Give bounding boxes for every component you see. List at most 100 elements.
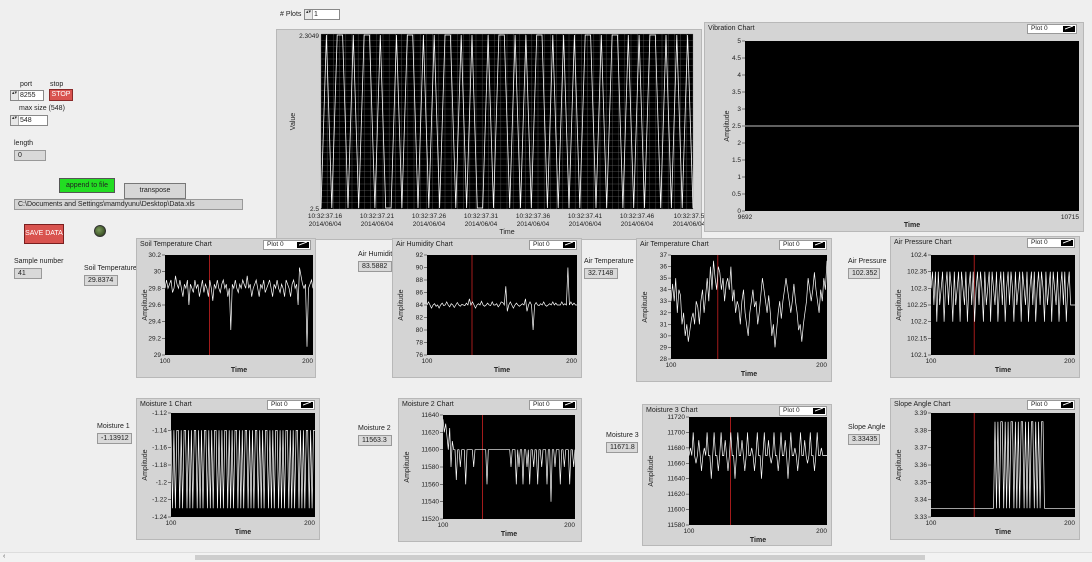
transpose-button[interactable]: transpose [124,183,186,199]
x-tick-label: 100 [160,358,171,365]
airtemp-plot-legend[interactable]: Plot 0 [779,240,827,250]
plot-style-icon[interactable] [813,242,825,248]
y-tick-label: -1.18 [152,462,167,469]
moist3-plot-area [689,417,827,525]
y-tick-label: 30.2 [148,252,161,259]
slope-chart-svg: 3.33 3.34 3.35 3.36 3.37 3.38 3.39 100 200 Time Am… [896,410,1075,536]
main-y-axis-label: Value [290,113,297,130]
moist3-chart-title: Moisture 3 Chart [646,407,698,414]
air-temperature-chart-panel: Air Temperature Chart Plot 0 28 29 30 31 32 33 3… [636,238,832,382]
humidity-y-axis-label: Amplitude [398,289,405,320]
y-tick-label: 30 [154,269,162,276]
main-x-tick-date: 2014/06/04 [309,221,342,228]
plots-value: 1 [314,11,318,18]
humidity-x-axis-label: Time [494,367,510,374]
y-tick-label: 11600 [667,507,685,514]
soil-temperature-chart-panel: Soil Temperature Chart Plot 0 29 29.2 29.4 29… [136,238,316,378]
plot-style-icon[interactable] [813,408,825,414]
airtemp-y-axis-label: Amplitude [642,291,649,322]
plot-style-icon[interactable] [301,402,313,408]
airtemp-chart-title: Air Temperature Chart [640,241,709,248]
plots-control[interactable]: ▴▾ 1 [304,9,340,20]
moist2-series-line [442,419,576,502]
y-tick-label: 11520 [421,516,439,523]
horizontal-scrollbar[interactable]: ‹ [0,552,1092,562]
save-data-button[interactable]: SAVE DATA [24,224,64,244]
sample-number-indicator: 41 [14,268,42,279]
plots-spin-icon[interactable]: ▴▾ [305,10,313,19]
air-pressure-label: Air Pressure [848,258,887,265]
scroll-left-arrow-icon[interactable]: ‹ [3,553,6,560]
x-tick-label: 200 [302,358,313,365]
soil-plot-legend[interactable]: Plot 0 [263,240,311,250]
moist2-y-axis-label: Amplitude [404,451,411,482]
y-tick-label: 3.37 [914,445,927,452]
plot-style-icon[interactable] [1063,26,1075,32]
sample-number-label: Sample number [14,258,64,265]
max-size-value: 548 [20,117,32,124]
y-tick-label: 11700 [667,429,685,436]
air-temperature-indicator: 32.7148 [584,268,618,279]
y-tick-label: 29 [660,344,668,351]
slope-plot-legend[interactable]: Plot 0 [1027,400,1075,410]
x-tick-label: 100 [422,358,433,365]
port-spin-icon[interactable]: ▴▾ [11,91,19,100]
x-tick-label: 200 [1064,358,1075,365]
y-tick-label: 36 [660,264,668,271]
max-size-spin-icon[interactable]: ▴▾ [11,116,19,125]
air-humidity-chart-panel: Air Humidity Chart Plot 0 76 78 80 82 84 86 88 90… [392,238,582,378]
moisture3-label: Moisture 3 [606,432,639,439]
plot-style-icon[interactable] [297,242,309,248]
x-tick-label: 9692 [738,214,753,221]
main-x-tick-time: 10:32:37.5 [674,213,705,220]
soil-x-axis-label: Time [231,367,247,374]
vibration-chart-svg: 0 0.5 1 1.5 2 2.5 3 3.5 4 4.5 5 9692 10715 Time Amplit… [724,38,1079,229]
vibration-x-axis-label: Time [904,222,920,229]
pressure-plot-legend[interactable]: Plot 0 [1027,238,1075,248]
y-tick-label: 29.2 [148,335,161,342]
x-tick-label: 100 [438,522,449,529]
y-tick-label: 102.15 [907,335,927,342]
moist1-plot-legend[interactable]: Plot 0 [267,400,315,410]
file-path-field[interactable]: C:\Documents and Settings\mamdyunu\Deskt… [14,199,243,210]
y-tick-label: 1 [737,174,741,181]
x-tick-label: 200 [1064,520,1075,527]
y-tick-label: 11580 [667,522,685,529]
scrollbar-thumb[interactable] [195,555,925,560]
x-tick-label: 100 [666,362,677,369]
y-tick-label: 3.38 [914,427,927,434]
main-x-tick-time: 10:32:37.26 [412,213,447,220]
pressure-chart-title: Air Pressure Chart [894,239,952,246]
main-chart-panel: 2.3049 2.5 Value 10:32:37.16 2014/06/04 10:32… [276,29,706,240]
main-x-tick-date: 2014/06/04 [413,221,446,228]
max-size-control[interactable]: ▴▾ 548 [10,115,48,126]
y-tick-label: -1.12 [152,410,167,417]
y-tick-label: -1.22 [152,497,167,504]
main-x-tick-date: 2014/06/04 [621,221,654,228]
plot-style-icon[interactable] [563,242,575,248]
port-control[interactable]: ▴▾ 8255 [10,90,44,101]
moist2-plot-legend[interactable]: Plot 0 [529,400,577,410]
slope-x-axis-label: Time [995,529,1011,536]
moisture2-indicator: 11563.3 [358,435,392,446]
humidity-plot-legend[interactable]: Plot 0 [529,240,577,250]
x-tick-label: 100 [926,358,937,365]
plot-style-icon[interactable] [563,402,575,408]
append-to-file-button[interactable]: append to file [59,178,115,193]
main-chart-svg: 2.30492.5Value10:32:37.162014/06/0410:32… [290,33,706,236]
stop-button[interactable]: STOP [49,89,73,101]
moist1-series-line [170,429,315,509]
main-x-tick-time: 10:32:37.41 [568,213,603,220]
y-tick-label: -1.2 [156,479,168,486]
airtemp-series-line [670,260,828,348]
plot-style-icon[interactable] [1061,240,1073,246]
y-tick-label: 11660 [667,460,685,467]
y-tick-label: 28 [660,356,668,363]
plot-style-icon[interactable] [1061,402,1073,408]
soil-chart-title: Soil Temperature Chart [140,241,212,248]
vibration-plot-legend[interactable]: Plot 0 [1027,24,1077,34]
moist3-plot-legend[interactable]: Plot 0 [779,406,827,416]
y-tick-label: -1.14 [152,427,167,434]
y-tick-label: 29 [154,352,162,359]
pressure-series-line [930,271,1075,322]
